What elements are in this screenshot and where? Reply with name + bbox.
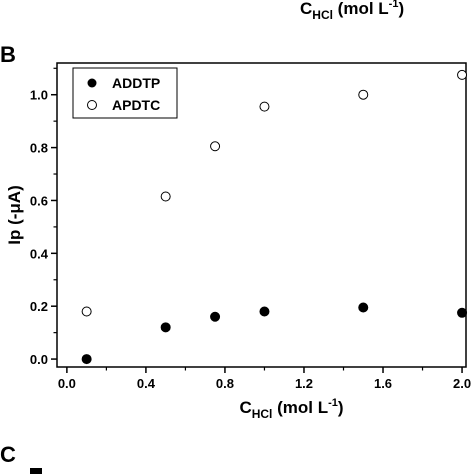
point-addtp <box>81 354 92 365</box>
panel-letter-c: C <box>0 442 16 467</box>
panel-c-cropped-mark <box>30 468 42 474</box>
point-apdtc <box>259 101 270 112</box>
data-points <box>81 69 468 365</box>
point-apdtc <box>81 306 92 317</box>
point-apdtc <box>210 141 221 152</box>
point-apdtc <box>457 69 468 80</box>
top-panel-xlabel: CHCl (mol L-1) <box>300 0 404 22</box>
legend-label-addtp: ADDTP <box>112 75 160 91</box>
point-addtp <box>160 322 171 333</box>
x-tick-label: 0.0 <box>58 376 76 391</box>
y-tick-label: 0.0 <box>30 352 48 367</box>
y-tick-label: 1.0 <box>30 88 48 103</box>
legend-label-apdtc: APDTC <box>112 97 160 113</box>
x-tick-label: 2.0 <box>453 376 471 391</box>
x-tick-label: 0.4 <box>137 376 156 391</box>
legend-marker-addtp <box>87 78 97 88</box>
panel-letter-b: B <box>0 42 16 67</box>
y-tick-label: 0.8 <box>30 141 48 156</box>
x-tick-label: 1.2 <box>295 376 313 391</box>
y-axis-label: Ip (-μA) <box>5 185 24 245</box>
legend: ADDTP APDTC <box>72 67 178 119</box>
point-apdtc <box>160 191 171 202</box>
point-addtp <box>358 302 369 313</box>
y-axis-ticks: 0.0 0.2 0.4 0.6 0.8 1.0 <box>30 67 57 367</box>
point-addtp <box>259 306 270 317</box>
x-axis-label: CHCl (mol L-1) <box>239 397 343 421</box>
x-tick-label: 0.8 <box>216 376 234 391</box>
x-axis-ticks: 0.0 0.4 0.8 1.2 1.6 2.0 <box>58 367 471 391</box>
y-tick-label: 0.2 <box>30 299 48 314</box>
point-apdtc <box>358 89 369 100</box>
plot-area-frame <box>56 62 467 368</box>
y-tick-label: 0.6 <box>30 193 48 208</box>
x-tick-label: 1.6 <box>374 376 392 391</box>
y-tick-label: 0.4 <box>30 246 49 261</box>
legend-marker-apdtc <box>87 100 97 110</box>
point-addtp <box>210 311 221 322</box>
point-addtp <box>457 307 468 318</box>
